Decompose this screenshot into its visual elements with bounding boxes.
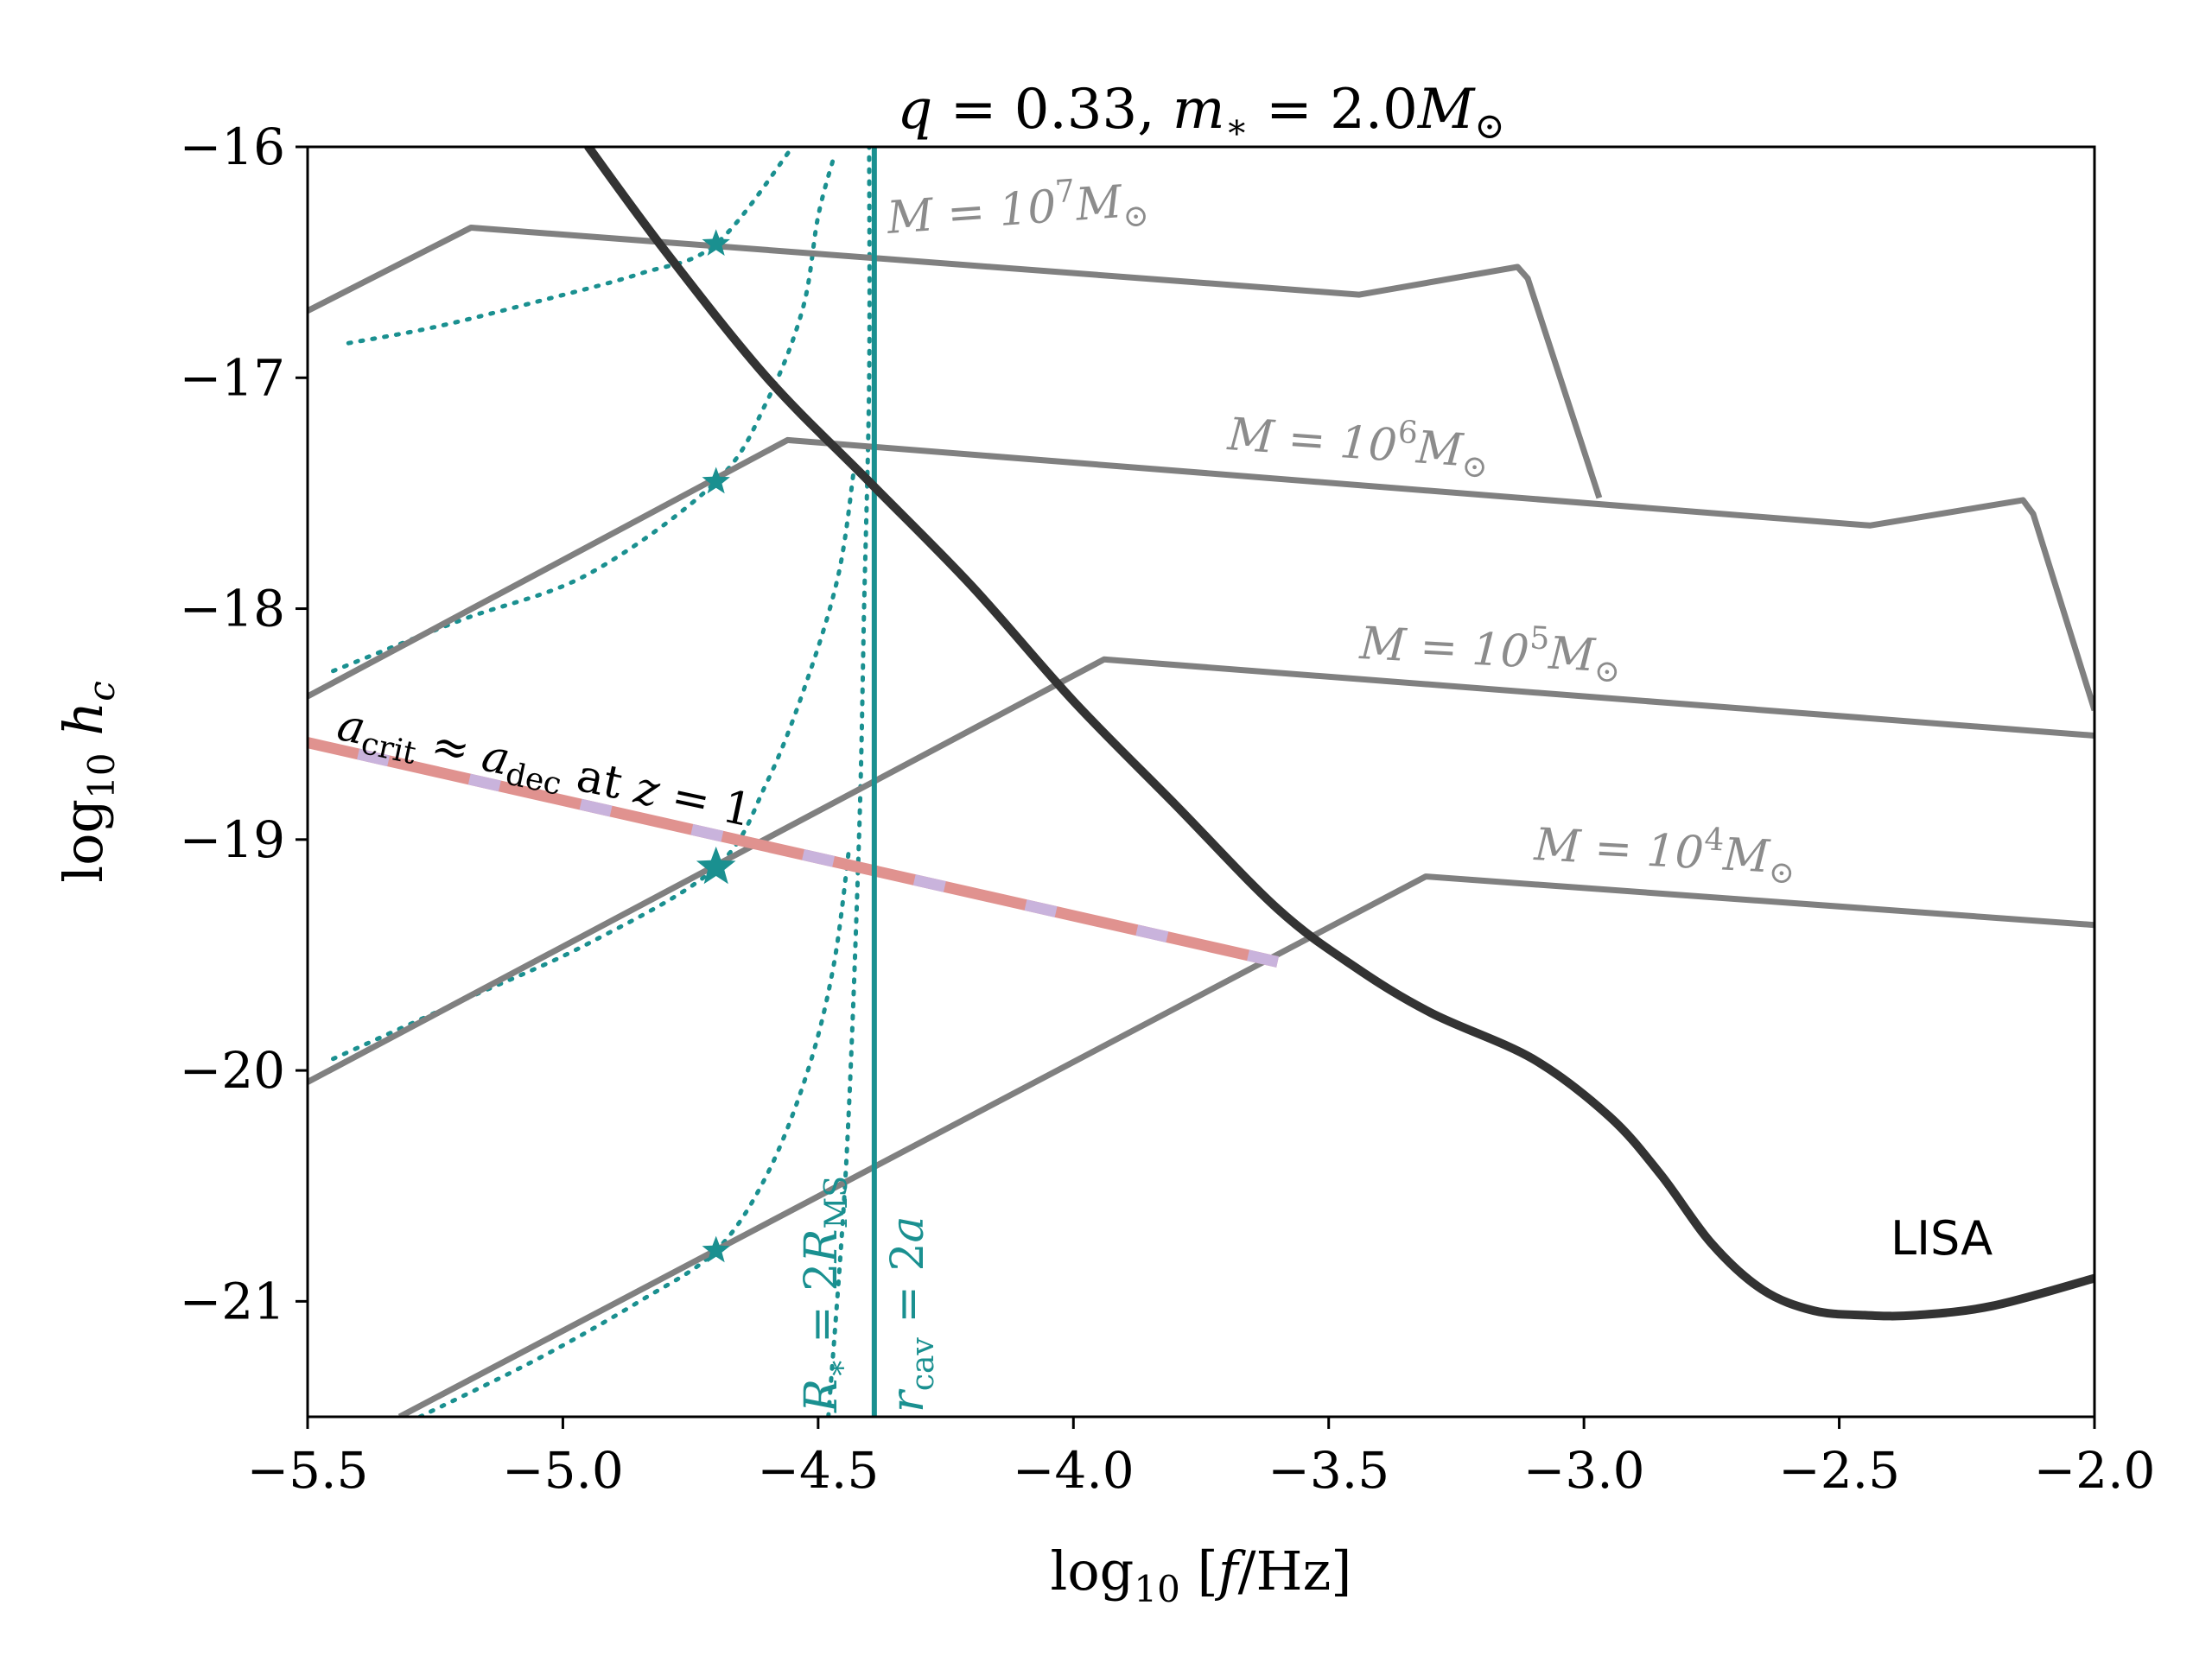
chart-title: q = 0.33, m∗ = 2.0M⊙ [897, 78, 1504, 147]
label-acrit: acrit ≈ adec at z = 1 [332, 699, 757, 842]
x-tick-label: −4.5 [757, 1441, 879, 1500]
acrit-line [308, 737, 1280, 968]
plot-frame [306, 145, 2096, 1419]
x-tick-label: −3.5 [1268, 1441, 1389, 1500]
y-tick-label: −16 [180, 117, 285, 176]
plot-area [308, 147, 2094, 1417]
teal-dotted-curve-4 [417, 848, 851, 1417]
star-marker-1 [702, 467, 730, 494]
lisa-curve [584, 147, 2094, 1321]
label-m5: M = 105M⊙ [1357, 612, 1623, 690]
y-tick-label: −20 [180, 1041, 285, 1100]
x-tick-label: −4.0 [1013, 1441, 1135, 1500]
label-m6: M = 106M⊙ [1225, 403, 1491, 486]
x-tick-label: −5.0 [502, 1441, 624, 1500]
mass-curve-7 [308, 225, 1603, 499]
x-tick-label: −5.5 [247, 1441, 369, 1500]
mass-curve-6 [308, 436, 2094, 712]
star-marker-2 [696, 846, 736, 885]
label-lisa: LISA [1891, 1211, 1993, 1266]
x-tick-label: −2.0 [2034, 1441, 2156, 1500]
mass-curve-4 [397, 873, 2094, 1417]
x-tick-label: −2.5 [1778, 1441, 1900, 1500]
x-axis-title: log10 [f/Hz] [1051, 1539, 1352, 1610]
y-tick-label: −18 [180, 580, 285, 638]
y-tick-label: −19 [180, 810, 285, 869]
label-m7: M = 107M⊙ [884, 168, 1150, 251]
mass-curve-5 [308, 656, 2094, 1085]
star-marker-0 [702, 229, 730, 256]
label-rcav: rcav = 2a [882, 1216, 941, 1412]
y-tick-label: −21 [180, 1272, 285, 1330]
label-rstar: R∗ = 2RMS [796, 1176, 855, 1413]
y-tick-label: −17 [180, 348, 285, 407]
x-tick-label: −3.0 [1523, 1441, 1645, 1500]
y-axis-title: log10 hc [52, 681, 123, 883]
star-marker-3 [702, 1235, 730, 1263]
teal-dotted-curve-2 [331, 156, 836, 674]
label-m4: M = 104M⊙ [1532, 813, 1797, 892]
